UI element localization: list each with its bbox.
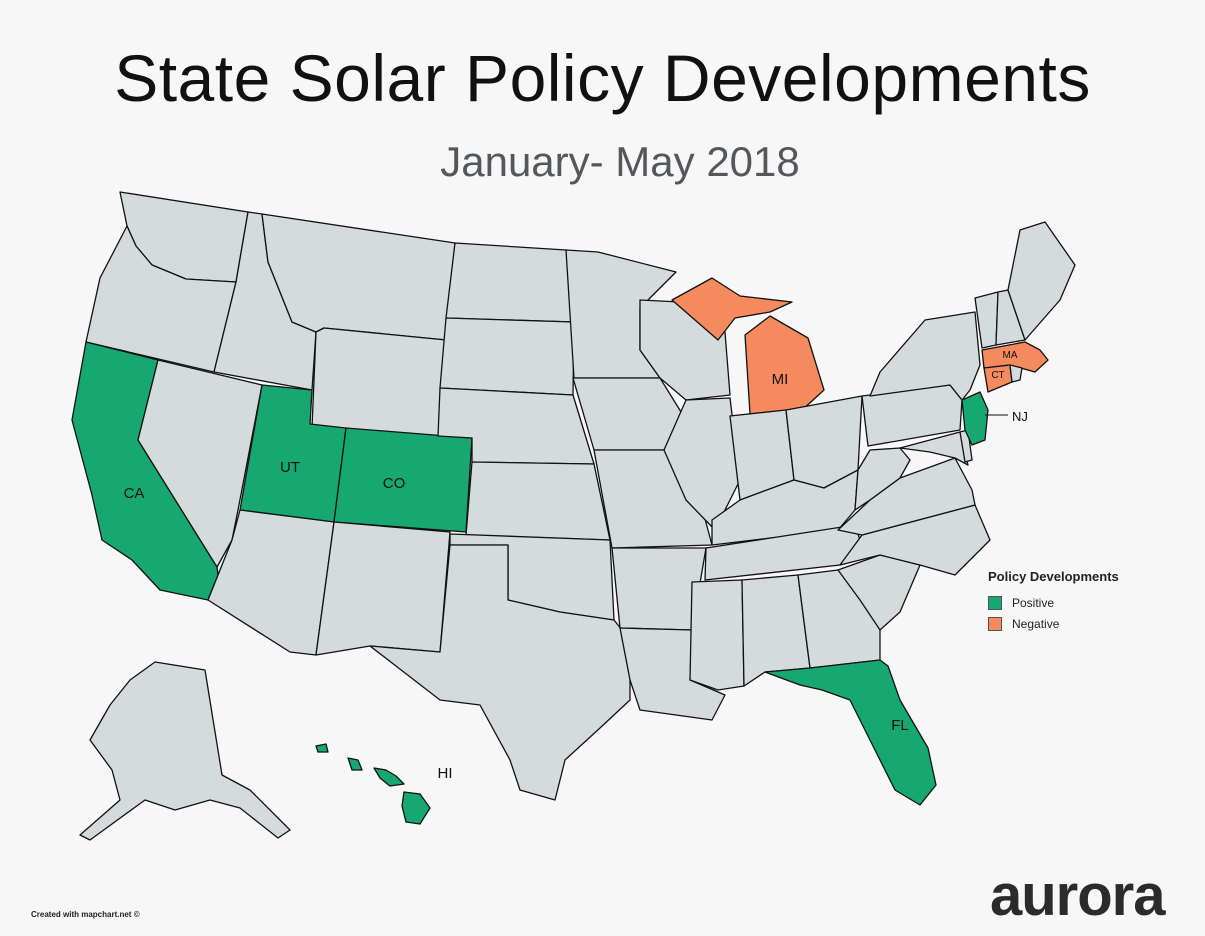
label-NJ: NJ — [1012, 409, 1028, 424]
state-MI-UP[interactable] — [671, 277, 793, 341]
legend-label-positive: Positive — [1012, 595, 1055, 610]
legend-label-negative: Negative — [1012, 616, 1060, 631]
state-WY[interactable] — [311, 327, 447, 441]
state-TX[interactable] — [369, 544, 631, 801]
state-MD[interactable] — [899, 431, 969, 466]
state-ME[interactable] — [1007, 221, 1076, 341]
label-CO: CO — [383, 475, 406, 492]
legend-item-negative: Negative — [988, 613, 1119, 634]
state-HI-maui[interactable] — [373, 767, 405, 787]
map-subtitle: January- May 2018 — [440, 138, 800, 185]
label-CA: CA — [124, 485, 145, 502]
label-CT: CT — [991, 370, 1004, 381]
aurora-logo: aurora — [990, 863, 1166, 928]
state-NY[interactable] — [869, 311, 981, 401]
state-MO[interactable] — [593, 449, 713, 549]
state-NJ[interactable] — [961, 391, 989, 446]
credit-text: Created with mapchart.net © — [31, 910, 140, 919]
label-FL: FL — [891, 717, 909, 734]
state-MS[interactable] — [689, 579, 745, 691]
legend-swatch-negative — [988, 616, 1002, 631]
state-HI-oahu[interactable] — [347, 757, 363, 771]
legend: Policy Developments Positive Negative — [988, 569, 1119, 634]
state-VT[interactable] — [974, 291, 999, 349]
state-ND[interactable] — [445, 242, 575, 323]
label-MA: MA — [1003, 350, 1018, 361]
label-UT: UT — [280, 459, 300, 476]
label-MI: MI — [772, 371, 789, 388]
state-SD[interactable] — [439, 317, 575, 396]
state-WV[interactable] — [854, 447, 911, 511]
state-RI[interactable] — [1009, 364, 1023, 383]
state-MT[interactable] — [261, 213, 456, 341]
state-NM[interactable] — [315, 521, 451, 656]
state-HI-big[interactable] — [401, 791, 431, 825]
legend-item-positive: Positive — [988, 592, 1119, 613]
state-HI-kauai[interactable] — [315, 743, 329, 753]
map-title: State Solar Policy Developments — [114, 41, 1091, 115]
legend-swatch-positive — [988, 595, 1002, 610]
state-MI[interactable] — [744, 315, 825, 415]
legend-title: Policy Developments — [988, 569, 1119, 584]
state-AK[interactable] — [79, 661, 291, 841]
label-HI: HI — [438, 765, 453, 782]
state-KS[interactable] — [465, 461, 611, 541]
state-FL[interactable] — [764, 659, 937, 806]
